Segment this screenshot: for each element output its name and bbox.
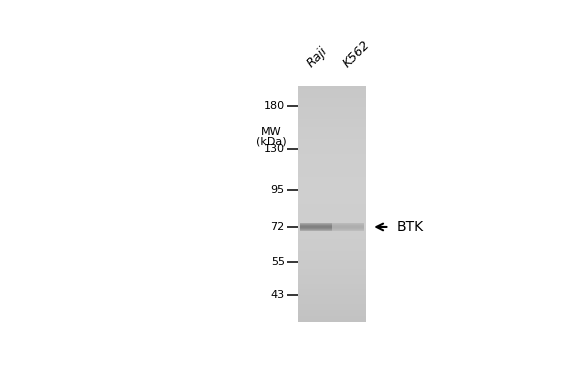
Bar <box>299 283 366 287</box>
Bar <box>299 174 366 177</box>
Bar <box>299 186 366 189</box>
Bar <box>299 201 366 204</box>
Bar <box>299 151 366 154</box>
Bar <box>299 266 366 269</box>
Bar <box>299 289 366 293</box>
Bar <box>299 268 366 272</box>
Bar <box>299 280 366 284</box>
Bar <box>299 239 366 242</box>
Text: 72: 72 <box>271 222 285 232</box>
Bar <box>299 236 366 239</box>
Text: 130: 130 <box>264 144 285 154</box>
Bar <box>299 145 366 148</box>
Bar <box>299 286 366 290</box>
Bar <box>299 124 366 127</box>
Bar <box>299 260 366 263</box>
Bar <box>299 115 366 119</box>
Bar <box>299 107 366 110</box>
Bar <box>299 156 366 160</box>
Bar <box>299 121 366 124</box>
Bar <box>299 218 366 222</box>
Bar <box>299 112 366 116</box>
Bar <box>299 139 366 142</box>
Bar <box>299 109 366 113</box>
Text: 55: 55 <box>271 257 285 267</box>
Bar <box>299 304 366 307</box>
Bar <box>299 160 366 163</box>
Bar <box>299 292 366 295</box>
Bar <box>299 127 366 130</box>
Bar <box>299 101 366 104</box>
Bar <box>299 168 366 172</box>
Bar <box>299 254 366 257</box>
Bar <box>299 215 366 219</box>
Bar <box>299 166 366 169</box>
Bar <box>299 183 366 186</box>
Bar <box>299 198 366 201</box>
Bar <box>299 104 366 107</box>
Bar <box>299 148 366 151</box>
Bar <box>299 257 366 260</box>
Bar <box>299 274 366 278</box>
Bar <box>299 86 366 89</box>
Bar <box>299 136 366 139</box>
Text: K562: K562 <box>341 38 373 70</box>
Bar <box>299 212 366 216</box>
Bar <box>299 204 366 207</box>
Bar <box>299 224 366 228</box>
Text: 43: 43 <box>271 290 285 300</box>
Bar <box>299 242 366 245</box>
Bar <box>299 133 366 136</box>
Bar <box>299 313 366 316</box>
Bar <box>299 118 366 121</box>
Bar <box>299 298 366 301</box>
Bar <box>299 319 366 322</box>
Text: BTK: BTK <box>396 220 423 234</box>
Bar <box>299 277 366 280</box>
Text: (kDa): (kDa) <box>256 137 286 147</box>
Bar <box>299 89 366 92</box>
Bar <box>299 310 366 313</box>
Bar <box>299 163 366 166</box>
Bar <box>299 177 366 180</box>
Bar <box>299 251 366 254</box>
Bar <box>299 180 366 183</box>
Bar <box>299 98 366 101</box>
Bar <box>299 316 366 319</box>
Bar <box>299 245 366 248</box>
Bar <box>299 271 366 275</box>
Text: 180: 180 <box>264 101 285 112</box>
Bar <box>299 209 366 213</box>
Bar <box>299 263 366 266</box>
Bar <box>299 295 366 298</box>
Bar <box>299 248 366 251</box>
Bar <box>299 227 366 231</box>
Bar <box>299 233 366 236</box>
Bar <box>299 142 366 145</box>
Bar <box>299 222 366 225</box>
Text: 95: 95 <box>271 186 285 195</box>
Bar <box>299 86 366 322</box>
Text: MW: MW <box>261 127 282 137</box>
Bar <box>299 130 366 133</box>
Bar <box>299 301 366 304</box>
Bar <box>299 195 366 198</box>
Bar <box>299 207 366 210</box>
Bar <box>299 153 366 157</box>
Bar <box>299 94 366 98</box>
Text: Raji: Raji <box>305 45 331 70</box>
Bar <box>299 189 366 192</box>
Bar <box>299 307 366 310</box>
Bar <box>299 171 366 175</box>
Bar <box>299 230 366 234</box>
Bar <box>299 192 366 195</box>
Bar <box>299 92 366 95</box>
